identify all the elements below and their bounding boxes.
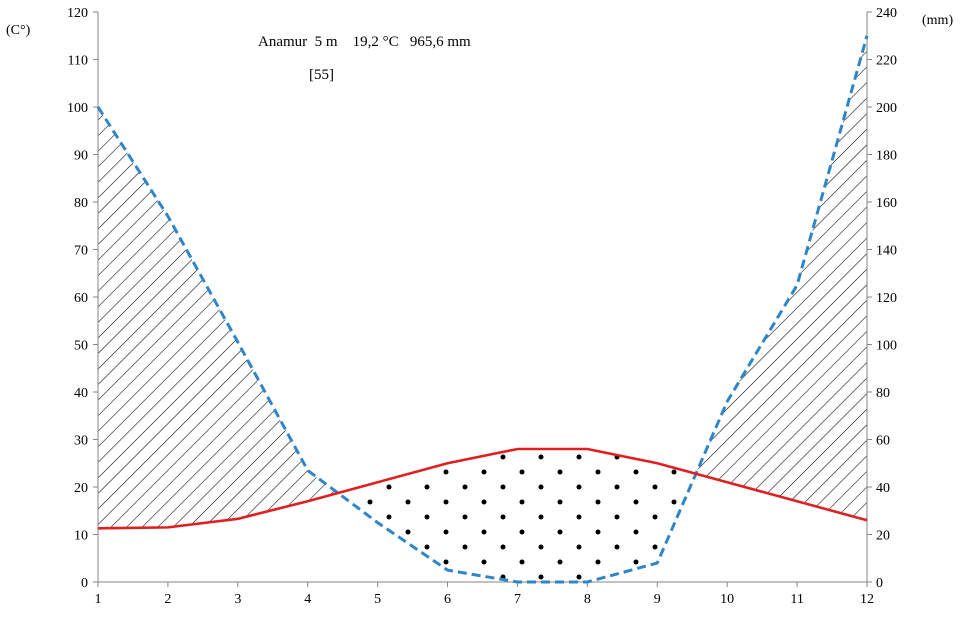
temperature-line (97, 447, 868, 530)
left-y-tick-label: 60 (74, 291, 88, 306)
x-tick-label: 2 (164, 592, 171, 607)
fill-areas (98, 35, 867, 582)
left-axis-unit: (C°) (6, 23, 31, 38)
x-tick-label: 7 (514, 592, 521, 607)
x-tick-label: 4 (304, 592, 311, 607)
x-tick-label: 11 (790, 592, 803, 607)
right-y-tick-label: 80 (876, 386, 890, 401)
x-tick-label: 10 (720, 592, 734, 607)
right-y-tick-label: 120 (876, 291, 897, 306)
left-y-tick-label: 20 (74, 481, 88, 496)
left-y-tick-label: 120 (67, 6, 88, 21)
right-y-tick-label: 0 (876, 576, 883, 591)
left-y-tick-label: 10 (74, 529, 88, 544)
right-y-tick-label: 160 (876, 196, 897, 211)
right-y-tick-label: 240 (876, 6, 897, 21)
x-tick-label: 3 (234, 592, 241, 607)
left-y-tick-label: 50 (74, 339, 88, 354)
left-y-tick-label: 0 (81, 576, 88, 591)
x-tick-label: 5 (374, 592, 381, 607)
chart-title: Anamur 5 m 19,2 °C 965,6 mm (258, 34, 471, 50)
left-y-tick-label: 100 (67, 101, 88, 116)
x-tick-label: 12 (860, 592, 874, 607)
right-y-tick-label: 40 (876, 481, 890, 496)
left-y-tick-label: 110 (68, 54, 88, 69)
series-lines (96, 35, 869, 584)
dry-period-dots (338, 449, 696, 582)
ticks: 1 2 3 4 5 6 7 8 9 10 11 120102030405060708090100110… (67, 6, 897, 607)
right-y-tick-label: 60 (876, 434, 890, 449)
left-y-tick-label: 40 (74, 386, 88, 401)
right-axis-unit: (mm) (922, 13, 953, 28)
left-y-tick-label: 30 (74, 434, 88, 449)
x-tick-label: 9 (654, 592, 661, 607)
right-y-tick-label: 220 (876, 54, 897, 69)
humid-period-hatch (98, 107, 338, 529)
x-tick-label: 1 (95, 592, 102, 607)
right-y-tick-label: 200 (876, 101, 897, 116)
right-y-tick-label: 20 (876, 529, 890, 544)
right-y-tick-label: 180 (876, 149, 897, 164)
x-tick-label: 6 (444, 592, 451, 607)
left-y-tick-label: 70 (74, 244, 88, 259)
left-y-tick-label: 90 (74, 149, 88, 164)
right-y-tick-label: 140 (876, 244, 897, 259)
chart-subtitle: [55] (309, 67, 334, 83)
x-tick-label: 8 (584, 592, 591, 607)
humid-period-hatch (695, 35, 867, 521)
left-y-tick-label: 80 (74, 196, 88, 211)
right-y-tick-label: 100 (876, 339, 897, 354)
